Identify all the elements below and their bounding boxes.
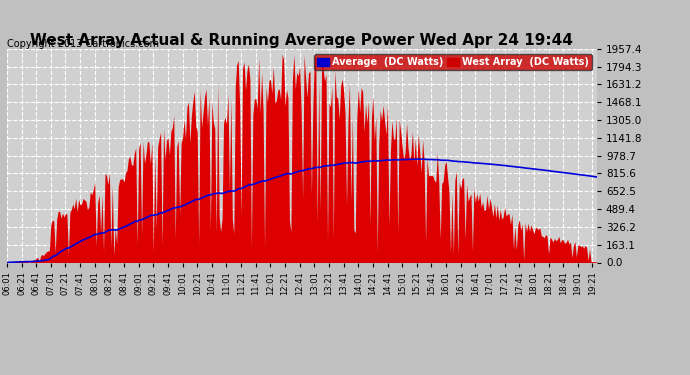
Legend: Average  (DC Watts), West Array  (DC Watts): Average (DC Watts), West Array (DC Watts… xyxy=(314,54,592,70)
Title: West Array Actual & Running Average Power Wed Apr 24 19:44: West Array Actual & Running Average Powe… xyxy=(30,33,573,48)
Text: Copyright 2013 Cartronics.com: Copyright 2013 Cartronics.com xyxy=(7,39,159,50)
